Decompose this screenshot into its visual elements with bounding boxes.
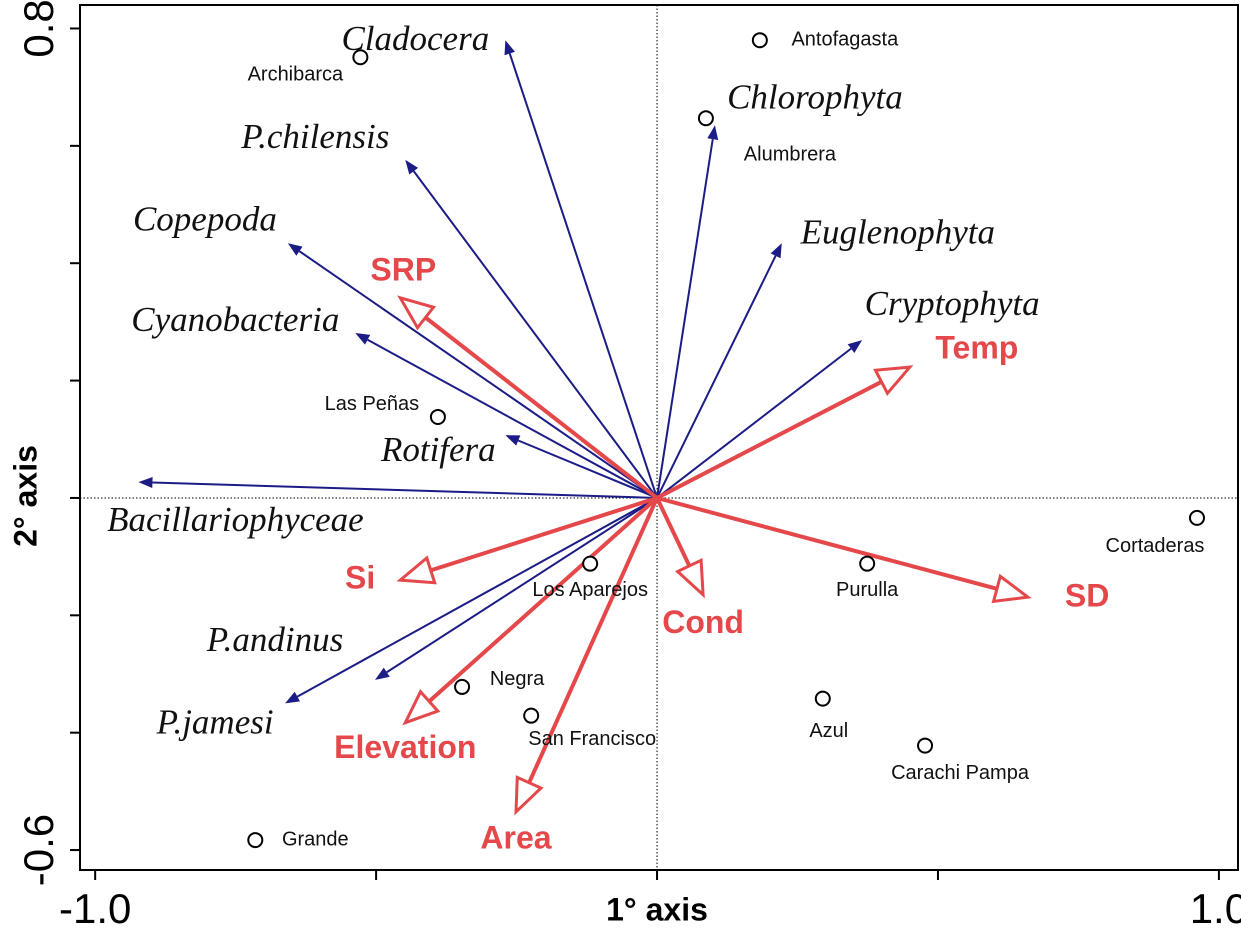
species-label: Euglenophyta bbox=[800, 212, 995, 251]
env-arrow bbox=[656, 496, 998, 591]
env-arrowhead bbox=[674, 557, 705, 599]
species-arrowhead bbox=[405, 159, 419, 175]
species-arrow bbox=[296, 497, 658, 698]
species-arrowhead bbox=[505, 435, 521, 446]
species-arrowhead bbox=[707, 125, 719, 140]
species-label: Cyanobacteria bbox=[131, 300, 339, 339]
species-label: Copepoda bbox=[133, 199, 277, 238]
site-label: Negra bbox=[490, 668, 545, 690]
env-arrowhead bbox=[991, 573, 1032, 604]
env-arrow bbox=[427, 496, 659, 703]
env-label: Elevation bbox=[334, 729, 476, 765]
site-label: San Francisco bbox=[528, 728, 656, 750]
species-label: Chlorophyta bbox=[727, 77, 903, 116]
species-arrow bbox=[367, 338, 658, 499]
env-arrowhead bbox=[402, 689, 441, 726]
site-point bbox=[523, 707, 540, 724]
species-arrow bbox=[656, 138, 714, 499]
env-label: Area bbox=[480, 819, 551, 855]
site-label: Los Aparejos bbox=[532, 579, 648, 601]
site-point bbox=[917, 737, 934, 754]
env-label: SRP bbox=[370, 251, 436, 287]
species-label: Rotifera bbox=[380, 430, 496, 469]
species-arrowhead bbox=[355, 333, 371, 345]
species-arrow bbox=[386, 497, 658, 674]
site-label: Archibarca bbox=[248, 64, 344, 86]
site-point bbox=[859, 555, 876, 572]
env-arrow bbox=[527, 497, 659, 784]
species-arrowhead bbox=[287, 243, 303, 256]
site-point bbox=[1188, 509, 1205, 526]
species-arrowhead bbox=[847, 340, 863, 353]
env-label: Temp bbox=[935, 330, 1018, 366]
x-axis-label: 1° axis bbox=[606, 891, 708, 927]
env-arrow bbox=[656, 380, 883, 500]
species-arrowhead bbox=[138, 477, 153, 489]
species-label: Bacillariophyceae bbox=[107, 500, 364, 539]
plot-frame bbox=[79, 4, 1239, 871]
site-point bbox=[352, 49, 369, 66]
site-label: Carachi Pampa bbox=[891, 762, 1030, 784]
env-label: SD bbox=[1065, 578, 1109, 614]
env-arrowhead bbox=[396, 555, 437, 585]
x-tick-label: 1.0 bbox=[1190, 885, 1241, 932]
env-label: Si bbox=[345, 560, 375, 596]
species-arrow bbox=[508, 53, 658, 499]
y-tick-label: 0.8 bbox=[15, 0, 62, 58]
species-arrow bbox=[152, 481, 658, 499]
site-point bbox=[454, 678, 471, 695]
species-arrow bbox=[517, 439, 658, 499]
env-arrow bbox=[424, 315, 659, 500]
site-label: Cortaderas bbox=[1106, 535, 1205, 557]
site-point bbox=[697, 110, 714, 127]
env-arrow bbox=[430, 496, 658, 573]
env-arrowhead bbox=[514, 775, 544, 816]
species-arrow bbox=[298, 250, 658, 499]
y-tick-label: -0.6 bbox=[15, 814, 62, 886]
site-point bbox=[429, 408, 446, 425]
site-label: Antofagasta bbox=[791, 28, 899, 50]
site-label: Las Peñas bbox=[325, 393, 420, 415]
species-arrowhead bbox=[504, 40, 515, 56]
site-point bbox=[814, 690, 831, 707]
site-point bbox=[247, 832, 264, 849]
species-arrow bbox=[656, 255, 777, 499]
site-label: Alumbrera bbox=[744, 144, 837, 166]
env-arrowhead bbox=[873, 365, 914, 397]
species-arrow bbox=[656, 347, 852, 499]
site-point bbox=[751, 32, 768, 49]
species-arrow bbox=[412, 170, 658, 499]
site-label: Purulla bbox=[836, 579, 899, 601]
y-axis-label: 2° axis bbox=[7, 445, 43, 547]
species-label: Cryptophyta bbox=[865, 284, 1040, 323]
species-label: P.andinus bbox=[206, 620, 343, 659]
species-arrowhead bbox=[770, 243, 782, 259]
species-arrowhead bbox=[374, 667, 390, 680]
env-arrowhead bbox=[397, 295, 437, 331]
env-label: Cond bbox=[662, 604, 744, 640]
species-label: P.jamesi bbox=[156, 702, 274, 741]
site-label: Grande bbox=[282, 828, 349, 850]
site-label: Azul bbox=[809, 720, 848, 742]
species-arrowhead bbox=[285, 691, 300, 704]
species-label: P.chilensis bbox=[240, 117, 389, 156]
env-arrow bbox=[655, 497, 692, 567]
x-tick-label: -1.0 bbox=[59, 885, 131, 932]
site-point bbox=[582, 555, 599, 572]
